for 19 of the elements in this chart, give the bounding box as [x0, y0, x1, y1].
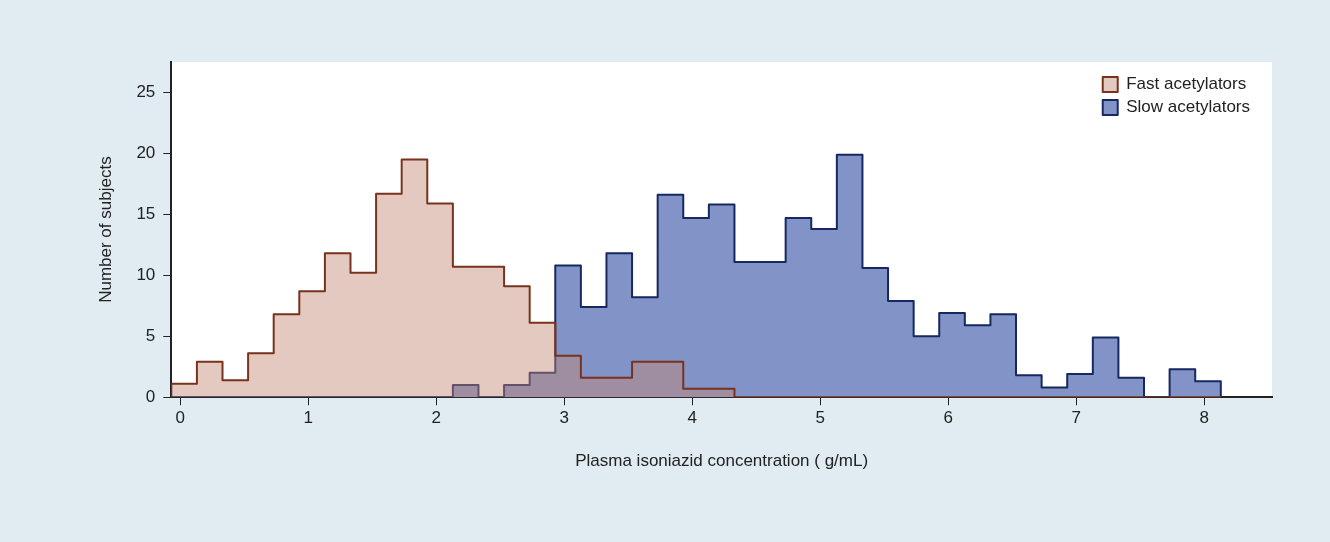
- x-tick-label: 1: [303, 408, 313, 428]
- legend-label: Slow acetylators: [1126, 97, 1251, 117]
- x-tick-label: 0: [175, 408, 185, 428]
- y-tick-label: 10: [136, 265, 156, 284]
- y-tick-label: 15: [136, 204, 156, 224]
- x-tick-label: 4: [687, 408, 697, 428]
- legend-label: Fast acetylators: [1126, 74, 1247, 94]
- x-axis-title: Plasma isoniazid concentration ( g/mL): [575, 451, 869, 471]
- y-tick-label: 25: [136, 82, 156, 102]
- y-tick-label: 20: [136, 143, 156, 163]
- y-tick-label: 5: [145, 325, 156, 345]
- x-tick-label: 5: [815, 408, 825, 428]
- x-tick-label: 8: [1199, 408, 1209, 428]
- y-axis-title: Number of subjects: [95, 156, 115, 303]
- x-tick-label: 2: [431, 408, 441, 428]
- x-tick-label: 7: [1071, 408, 1081, 428]
- x-tick-label: 3: [559, 408, 569, 428]
- x-tick-label: 6: [943, 408, 953, 428]
- y-tick-label: 0: [145, 386, 156, 406]
